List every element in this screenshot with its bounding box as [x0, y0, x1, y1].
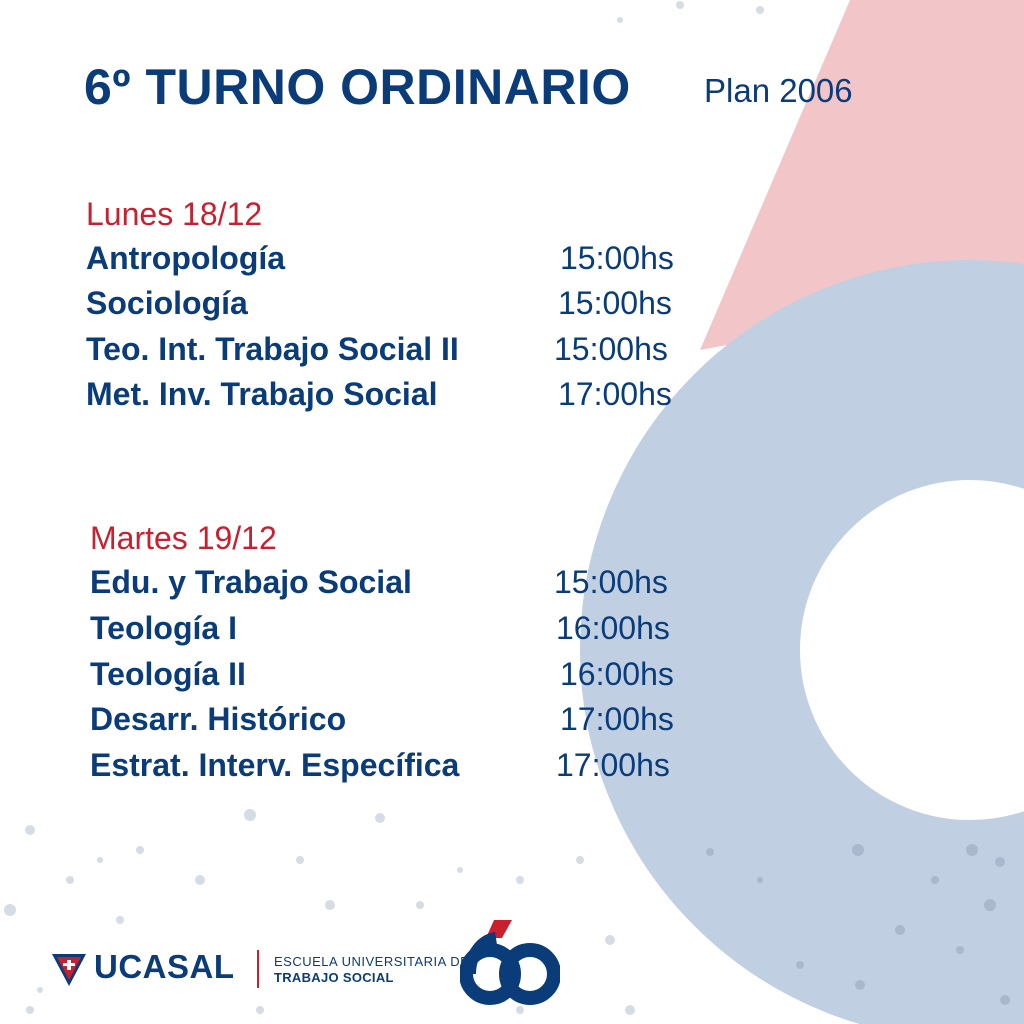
day-heading: Lunes 18/12 [86, 196, 263, 232]
exam-row: Teología II 16:00hs [90, 656, 710, 700]
exam-row: Teología I 16:00hs [90, 610, 710, 654]
exam-time: 15:00hs [558, 285, 672, 321]
exam-row: Teo. Int. Trabajo Social II 15:00hs [86, 331, 706, 375]
sixty-anniversary-logo-icon [460, 920, 560, 1005]
footer-divider [257, 950, 259, 988]
ucasal-shield-logo-icon [52, 954, 86, 986]
exam-subject: Antropología [86, 240, 286, 276]
exam-time: 17:00hs [556, 747, 670, 783]
exam-subject: Sociología [86, 285, 248, 321]
exam-row: Antropología 15:00hs [86, 240, 706, 284]
plan-label: Plan 2006 [704, 72, 853, 109]
exam-time: 15:00hs [560, 240, 674, 276]
exam-row: Edu. y Trabajo Social 15:00hs [90, 564, 710, 608]
exam-row: Estrat. Interv. Específica 17:00hs [90, 747, 710, 791]
day-heading: Martes 19/12 [90, 520, 277, 556]
dot-pattern-dark [706, 844, 1010, 1005]
exam-subject: Estrat. Interv. Específica [90, 747, 460, 783]
blue-ring-shape [580, 260, 1024, 1024]
exam-subject: Teología II [90, 656, 246, 692]
exam-time: 16:00hs [560, 656, 674, 692]
exam-time: 17:00hs [558, 376, 672, 412]
exam-time: 16:00hs [556, 610, 670, 646]
exam-time: 15:00hs [554, 331, 668, 367]
school-name-line2: TRABAJO SOCIAL [274, 970, 394, 985]
exam-row: Desarr. Histórico 17:00hs [90, 701, 710, 745]
exam-time: 15:00hs [554, 564, 668, 600]
exam-subject: Desarr. Histórico [90, 701, 347, 737]
exam-time: 17:00hs [560, 701, 674, 737]
school-name-line1: ESCUELA UNIVERSITARIA DE [274, 954, 470, 969]
exam-subject: Teología I [90, 610, 237, 646]
footer-branding: UCASAL ESCUELA UNIVERSITARIA DE TRABAJO … [52, 920, 572, 1005]
exam-row: Sociología 15:00hs [86, 285, 706, 329]
exam-subject: Met. Inv. Trabajo Social [86, 376, 438, 412]
exam-row: Met. Inv. Trabajo Social 17:00hs [86, 376, 706, 420]
exam-subject: Teo. Int. Trabajo Social II [86, 331, 459, 367]
brand-name: UCASAL [94, 948, 235, 985]
exam-subject: Edu. y Trabajo Social [90, 564, 412, 600]
page-title: 6º TURNO ORDINARIO [84, 59, 631, 115]
dot-pattern [4, 1, 764, 1015]
